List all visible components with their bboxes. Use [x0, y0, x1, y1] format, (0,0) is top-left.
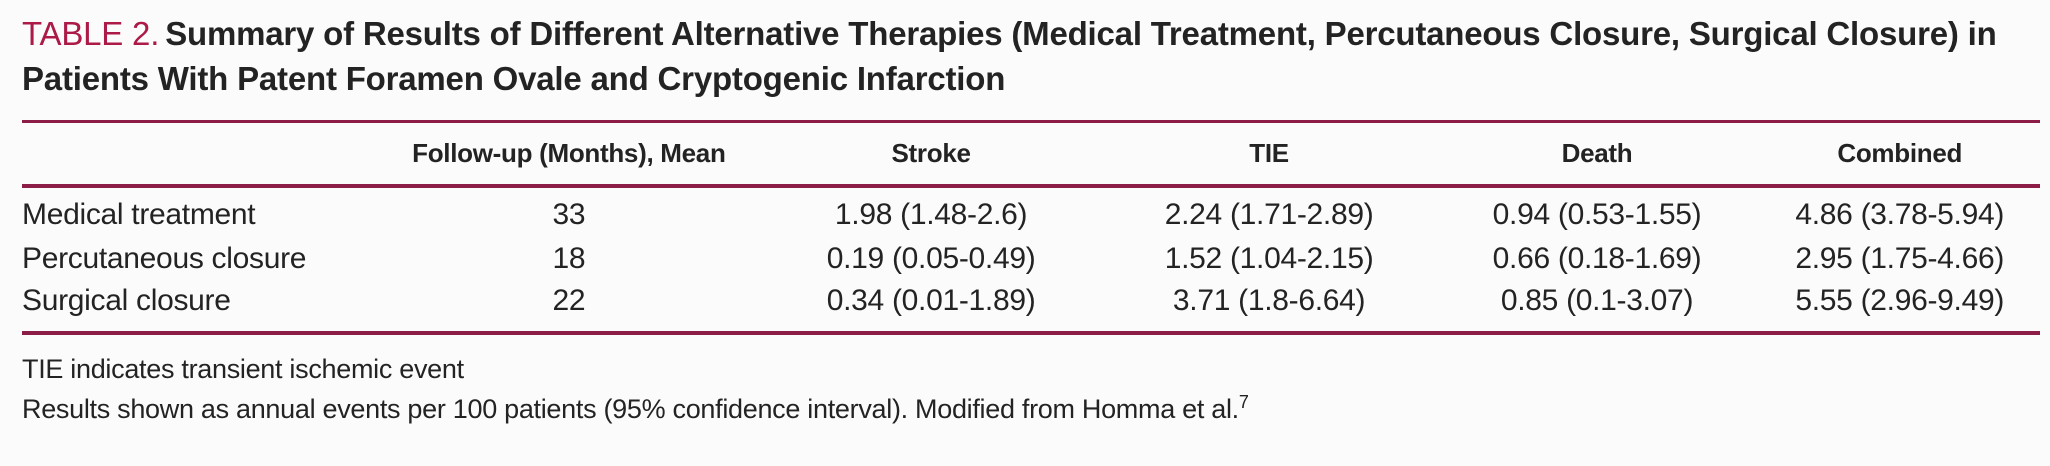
column-header-empty: [22, 122, 379, 186]
table-row-medical-treatment: Medical treatment 33 1.98 (1.48-2.6) 2.2…: [22, 186, 2040, 235]
cell-combined: 4.86 (3.78-5.94): [1795, 198, 2005, 231]
cell-tie: 1.52 (1.04-2.15): [1164, 242, 1374, 275]
cell-death: 0.94 (0.53-1.55): [1492, 198, 1702, 231]
row-label: Medical treatment: [22, 198, 256, 231]
column-header-death: Death: [1561, 137, 1633, 168]
table-row-surgical-closure: Surgical closure 22 0.34 (0.01-1.89) 3.7…: [22, 284, 2040, 333]
cell-followup: 18: [552, 242, 586, 275]
table-header-row: Follow-up (Months), Mean Stroke TIE Deat…: [22, 122, 2040, 186]
cell-followup: 33: [552, 198, 586, 231]
cell-stroke: 0.19 (0.05-0.49): [826, 242, 1036, 275]
table-number-label: TABLE 2.: [22, 15, 160, 52]
column-header-combined: Combined: [1837, 137, 1963, 168]
column-header-stroke: Stroke: [891, 137, 971, 168]
footnote-source: Results shown as annual events per 100 p…: [22, 389, 2040, 429]
cell-combined: 5.55 (2.96-9.49): [1795, 283, 2005, 317]
table-caption: Summary of Results of Different Alternat…: [22, 15, 1997, 97]
table-row-percutaneous-closure: Percutaneous closure 18 0.19 (0.05-0.49)…: [22, 235, 2040, 284]
row-label: Percutaneous closure: [22, 242, 307, 275]
cell-stroke: 1.98 (1.48-2.6): [834, 198, 1028, 231]
table-footnotes: TIE indicates transient ischemic event R…: [22, 349, 2040, 429]
column-header-followup: Follow-up (Months), Mean: [412, 137, 726, 168]
reference-superscript: 7: [1238, 391, 1249, 412]
cell-tie: 2.24 (1.71-2.89): [1164, 198, 1374, 231]
row-label: Surgical closure: [22, 283, 231, 317]
cell-tie: 3.71 (1.8-6.64): [1172, 283, 1366, 317]
footnote-source-text: Results shown as annual events per 100 p…: [22, 393, 1239, 424]
cell-stroke: 0.34 (0.01-1.89): [826, 283, 1036, 317]
results-table: Follow-up (Months), Mean Stroke TIE Deat…: [22, 120, 2040, 335]
table-title: TABLE 2. Summary of Results of Different …: [22, 11, 2002, 101]
cell-followup: 22: [552, 283, 586, 317]
column-header-tie: TIE: [1249, 137, 1289, 168]
cell-death: 0.66 (0.18-1.69): [1492, 242, 1702, 275]
cell-death: 0.85 (0.1-3.07): [1500, 283, 1694, 317]
footnote-abbreviation: TIE indicates transient ischemic event: [22, 353, 464, 384]
cell-combined: 2.95 (1.75-4.66): [1795, 242, 2005, 275]
